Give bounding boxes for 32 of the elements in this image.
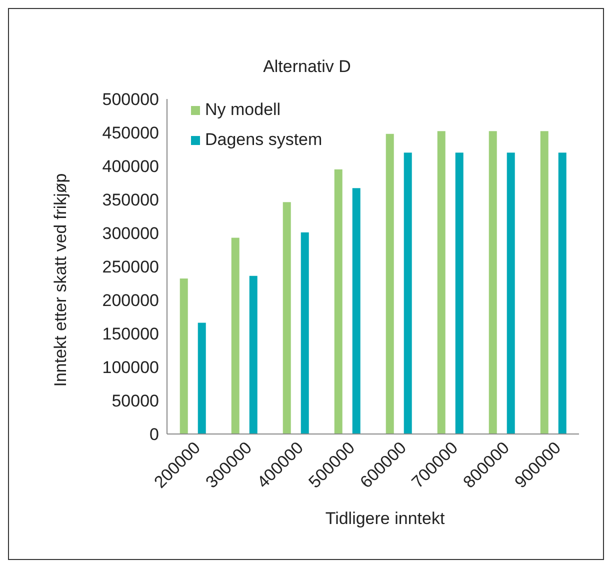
bar [231,238,240,434]
legend-label: Ny modell [205,99,281,121]
y-tick-label: 150000 [102,324,159,344]
x-axis-title: Tidligere inntekt [324,509,446,529]
bar [180,278,188,434]
bar [506,152,515,434]
y-tick-label: 350000 [102,190,159,210]
bar [249,276,258,434]
y-tick-label: 250000 [102,258,159,277]
y-tick-label: 300000 [102,224,159,244]
bar [437,131,446,434]
y-axis-title: Inntekt etter skatt ved frikjøp [51,173,71,387]
bar [198,322,206,434]
legend-label: Dagens system [205,129,322,151]
bar [386,134,394,434]
bar [404,152,412,434]
chart-title: Alternativ D [262,57,352,77]
y-tick-label: 50000 [112,392,159,411]
bar [488,131,497,434]
y-tick-label: 100000 [102,358,159,378]
y-tick-label: 400000 [102,157,159,176]
bar [455,152,464,434]
y-tick-label: 0 [150,425,159,444]
bar [300,232,309,434]
bar [352,188,360,434]
y-tick-label: 200000 [102,291,159,310]
bar [282,202,291,434]
y-tick-label: 500000 [102,90,159,110]
bar [540,131,548,434]
bar [558,152,566,434]
y-tick-label: 450000 [102,124,159,143]
bar [334,169,342,434]
